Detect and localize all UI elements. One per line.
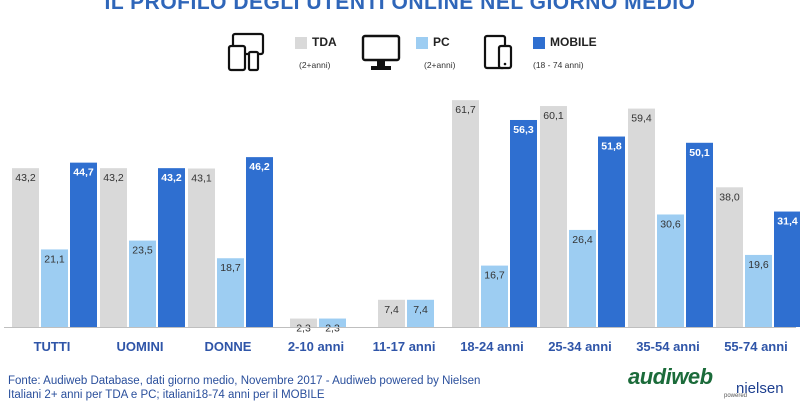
multi-device-icon (227, 32, 265, 72)
data-label-tda-5: 61,7 (455, 104, 476, 116)
bar-pc-3 (319, 318, 346, 327)
bar-mobile-7 (686, 142, 713, 327)
category-label-5: 18-24 anni (460, 339, 524, 354)
legend-label-pc: PC (433, 35, 450, 49)
legend-label-tda: TDA (312, 35, 337, 49)
data-label-tda-0: 43,2 (15, 172, 36, 184)
data-label-pc-3: 2,3 (325, 323, 340, 335)
bar-tda-5 (452, 100, 479, 327)
data-label-pc-0: 21,1 (44, 253, 65, 265)
data-label-tda-3: 2,3 (296, 323, 311, 335)
source-note: Fonte: Audiweb Database, dati giorno med… (8, 374, 480, 402)
bar-chart: 43,2 21,1 44,7 TUTTI 43,2 23,5 43,2 UOMINI 43,1 1… (4, 100, 800, 354)
data-label-mobile-1: 43,2 (161, 172, 182, 184)
data-label-pc-4: 7,4 (413, 304, 428, 316)
data-label-pc-8: 19,6 (748, 259, 769, 271)
bar-tda-1 (100, 168, 127, 327)
category-label-3: 2-10 anni (288, 339, 344, 354)
legend-swatch-mobile (533, 37, 545, 49)
bar-pc-4 (407, 299, 434, 327)
legend-label-mobile: MOBILE (550, 35, 597, 49)
bar-pc-1 (129, 240, 156, 327)
bar-tda-4 (378, 299, 405, 327)
bar-tda-3 (290, 318, 317, 327)
monitor-icon (361, 34, 401, 70)
bar-pc-6 (569, 229, 596, 327)
category-label-4: 11-17 anni (373, 339, 436, 354)
bar-tda-2 (188, 168, 215, 327)
category-label-8: 55-74 anni (724, 339, 788, 354)
bar-mobile-1 (158, 168, 185, 327)
legend-sub-tda: (2+anni) (299, 60, 331, 70)
bar-mobile-2 (246, 157, 273, 327)
bar-tda-6 (540, 106, 567, 327)
bar-tda-8 (716, 187, 743, 327)
data-label-mobile-0: 44,7 (73, 167, 94, 179)
bar-mobile-8 (774, 211, 800, 327)
source-line-2: Italiani 2+ anni per TDA e PC; italiani1… (8, 389, 325, 401)
category-label-6: 25-34 anni (548, 339, 612, 354)
data-label-mobile-5: 56,3 (513, 124, 534, 136)
chart-title: IL PROFILO DEGLI UTENTI ONLINE NEL GIORN… (104, 0, 696, 14)
bar-pc-8 (745, 254, 772, 327)
logo-powered: powered (724, 393, 748, 399)
data-label-tda-8: 38,0 (719, 191, 740, 203)
bar-pc-0 (41, 249, 68, 327)
legend-sub-pc: (2+anni) (424, 60, 456, 70)
bar-pc-2 (217, 258, 244, 327)
data-label-pc-7: 30,6 (660, 218, 681, 230)
data-label-tda-6: 60,1 (543, 110, 564, 122)
data-label-pc-6: 26,4 (572, 234, 593, 246)
bar-mobile-6 (598, 136, 625, 327)
mobile-devices-icon (483, 34, 513, 70)
logo-nielsen: nielsen (736, 380, 784, 397)
category-label-7: 35-54 anni (636, 339, 700, 354)
logo-audiweb: audiweb (628, 364, 713, 389)
legend-swatch-tda (295, 37, 307, 49)
category-label-2: DONNE (205, 339, 252, 354)
bar-tda-0 (12, 168, 39, 327)
bar-mobile-5 (510, 119, 537, 327)
data-label-pc-2: 18,7 (220, 262, 241, 274)
data-label-mobile-6: 51,8 (601, 141, 622, 153)
data-label-tda-2: 43,1 (191, 173, 212, 185)
audiweb-nielsen-logo: audiweb powered nielsen (628, 364, 796, 399)
bar-mobile-0 (70, 162, 97, 327)
data-label-tda-7: 59,4 (631, 113, 652, 125)
bar-pc-7 (657, 214, 684, 327)
bar-tda-7 (628, 108, 655, 328)
data-label-mobile-2: 46,2 (249, 161, 270, 173)
data-label-mobile-7: 50,1 (689, 147, 710, 159)
source-line-1: Fonte: Audiweb Database, dati giorno med… (8, 375, 481, 387)
legend-sub-mobile: (18 - 74 anni) (533, 60, 584, 70)
legend-swatch-pc (416, 37, 428, 49)
data-label-pc-1: 23,5 (132, 245, 153, 257)
category-label-1: UOMINI (117, 339, 164, 354)
data-label-tda-4: 7,4 (384, 304, 399, 316)
data-label-tda-1: 43,2 (103, 172, 124, 184)
bar-pc-5 (481, 265, 508, 327)
category-label-0: TUTTI (34, 339, 71, 354)
data-label-pc-5: 16,7 (484, 270, 505, 282)
data-label-mobile-8: 31,4 (777, 216, 798, 228)
